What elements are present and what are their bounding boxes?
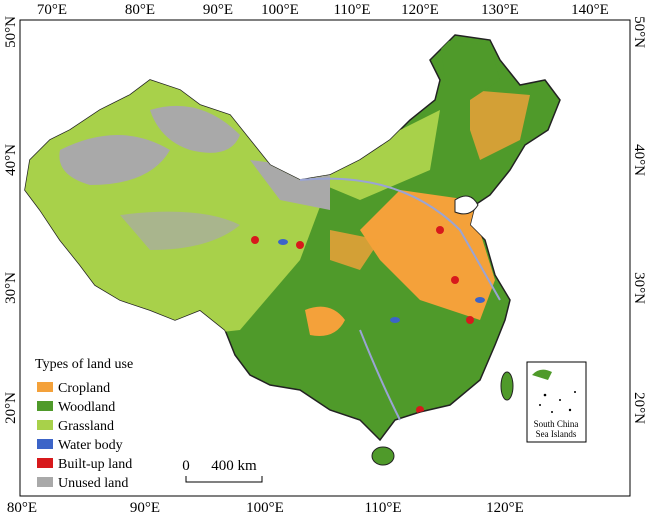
right-label: 20°N xyxy=(631,392,647,424)
top-label: 110°E xyxy=(333,2,370,18)
top-label: 140°E xyxy=(571,2,609,18)
built-up xyxy=(251,236,259,244)
legend-swatch xyxy=(37,458,53,468)
right-label: 30°N xyxy=(631,272,647,304)
legend: Types of land use Cropland Woodland Grassla… xyxy=(35,357,133,491)
left-label: 40°N xyxy=(3,144,19,176)
taiwan xyxy=(500,371,514,401)
built-up xyxy=(296,241,304,249)
top-label: 120°E xyxy=(401,2,439,18)
woodland xyxy=(440,40,500,100)
inset-label: South China xyxy=(534,419,579,429)
bottom-label: 80°E xyxy=(7,500,37,516)
water-body xyxy=(278,239,288,245)
built-up xyxy=(466,316,474,324)
bottom-label: 100°E xyxy=(246,500,284,516)
built-up xyxy=(451,276,459,284)
legend-title: Types of land use xyxy=(35,357,133,372)
top-label: 80°E xyxy=(125,2,155,18)
legend-label: Woodland xyxy=(58,400,115,415)
inset-islands xyxy=(539,391,576,413)
right-label: 50°N xyxy=(631,16,647,48)
legend-swatch xyxy=(37,439,53,449)
legend-label: Water body xyxy=(58,438,123,453)
inset-label: Sea Islands xyxy=(536,429,577,439)
scale-bar: 0 400 km xyxy=(182,458,263,483)
left-label: 20°N xyxy=(3,392,19,424)
legend-label: Built-up land xyxy=(58,457,132,472)
graticule-labels: 70°E 80°E 90°E 100°E 110°E 120°E 130°E 140°E 80°… xyxy=(3,2,647,516)
river xyxy=(299,177,501,421)
left-label: 50°N xyxy=(3,16,19,48)
bottom-label: 110°E xyxy=(364,500,401,516)
scale-line xyxy=(185,476,263,483)
inset-land xyxy=(532,369,552,380)
legend-swatch xyxy=(37,477,53,487)
bottom-label: 120°E xyxy=(486,500,524,516)
top-label: 90°E xyxy=(203,2,233,18)
inset: South China Sea Islands xyxy=(526,361,587,443)
unused-land xyxy=(120,211,240,250)
water-body xyxy=(475,297,485,303)
unused-land xyxy=(59,135,170,185)
cropland xyxy=(360,190,495,320)
water-body xyxy=(390,317,400,323)
top-label: 130°E xyxy=(481,2,519,18)
top-label: 70°E xyxy=(37,2,67,18)
legend-label: Unused land xyxy=(58,476,128,491)
built-up xyxy=(436,226,444,234)
top-label: 100°E xyxy=(261,2,299,18)
legend-swatch xyxy=(37,401,53,411)
cropland xyxy=(470,90,530,160)
bohai-sea xyxy=(454,195,479,215)
unused-land xyxy=(150,105,240,153)
cropland xyxy=(330,230,380,270)
hainan xyxy=(371,446,395,466)
scale-start: 0 xyxy=(182,458,190,474)
cropland xyxy=(305,306,345,336)
legend-label: Cropland xyxy=(58,381,110,396)
legend-swatch xyxy=(37,420,53,430)
bottom-label: 90°E xyxy=(130,500,160,516)
legend-swatch xyxy=(37,382,53,392)
scale-end: 400 km xyxy=(211,458,257,474)
right-label: 40°N xyxy=(631,144,647,176)
legend-label: Grassland xyxy=(58,419,114,434)
left-label: 30°N xyxy=(3,272,19,304)
grassland xyxy=(300,110,440,200)
